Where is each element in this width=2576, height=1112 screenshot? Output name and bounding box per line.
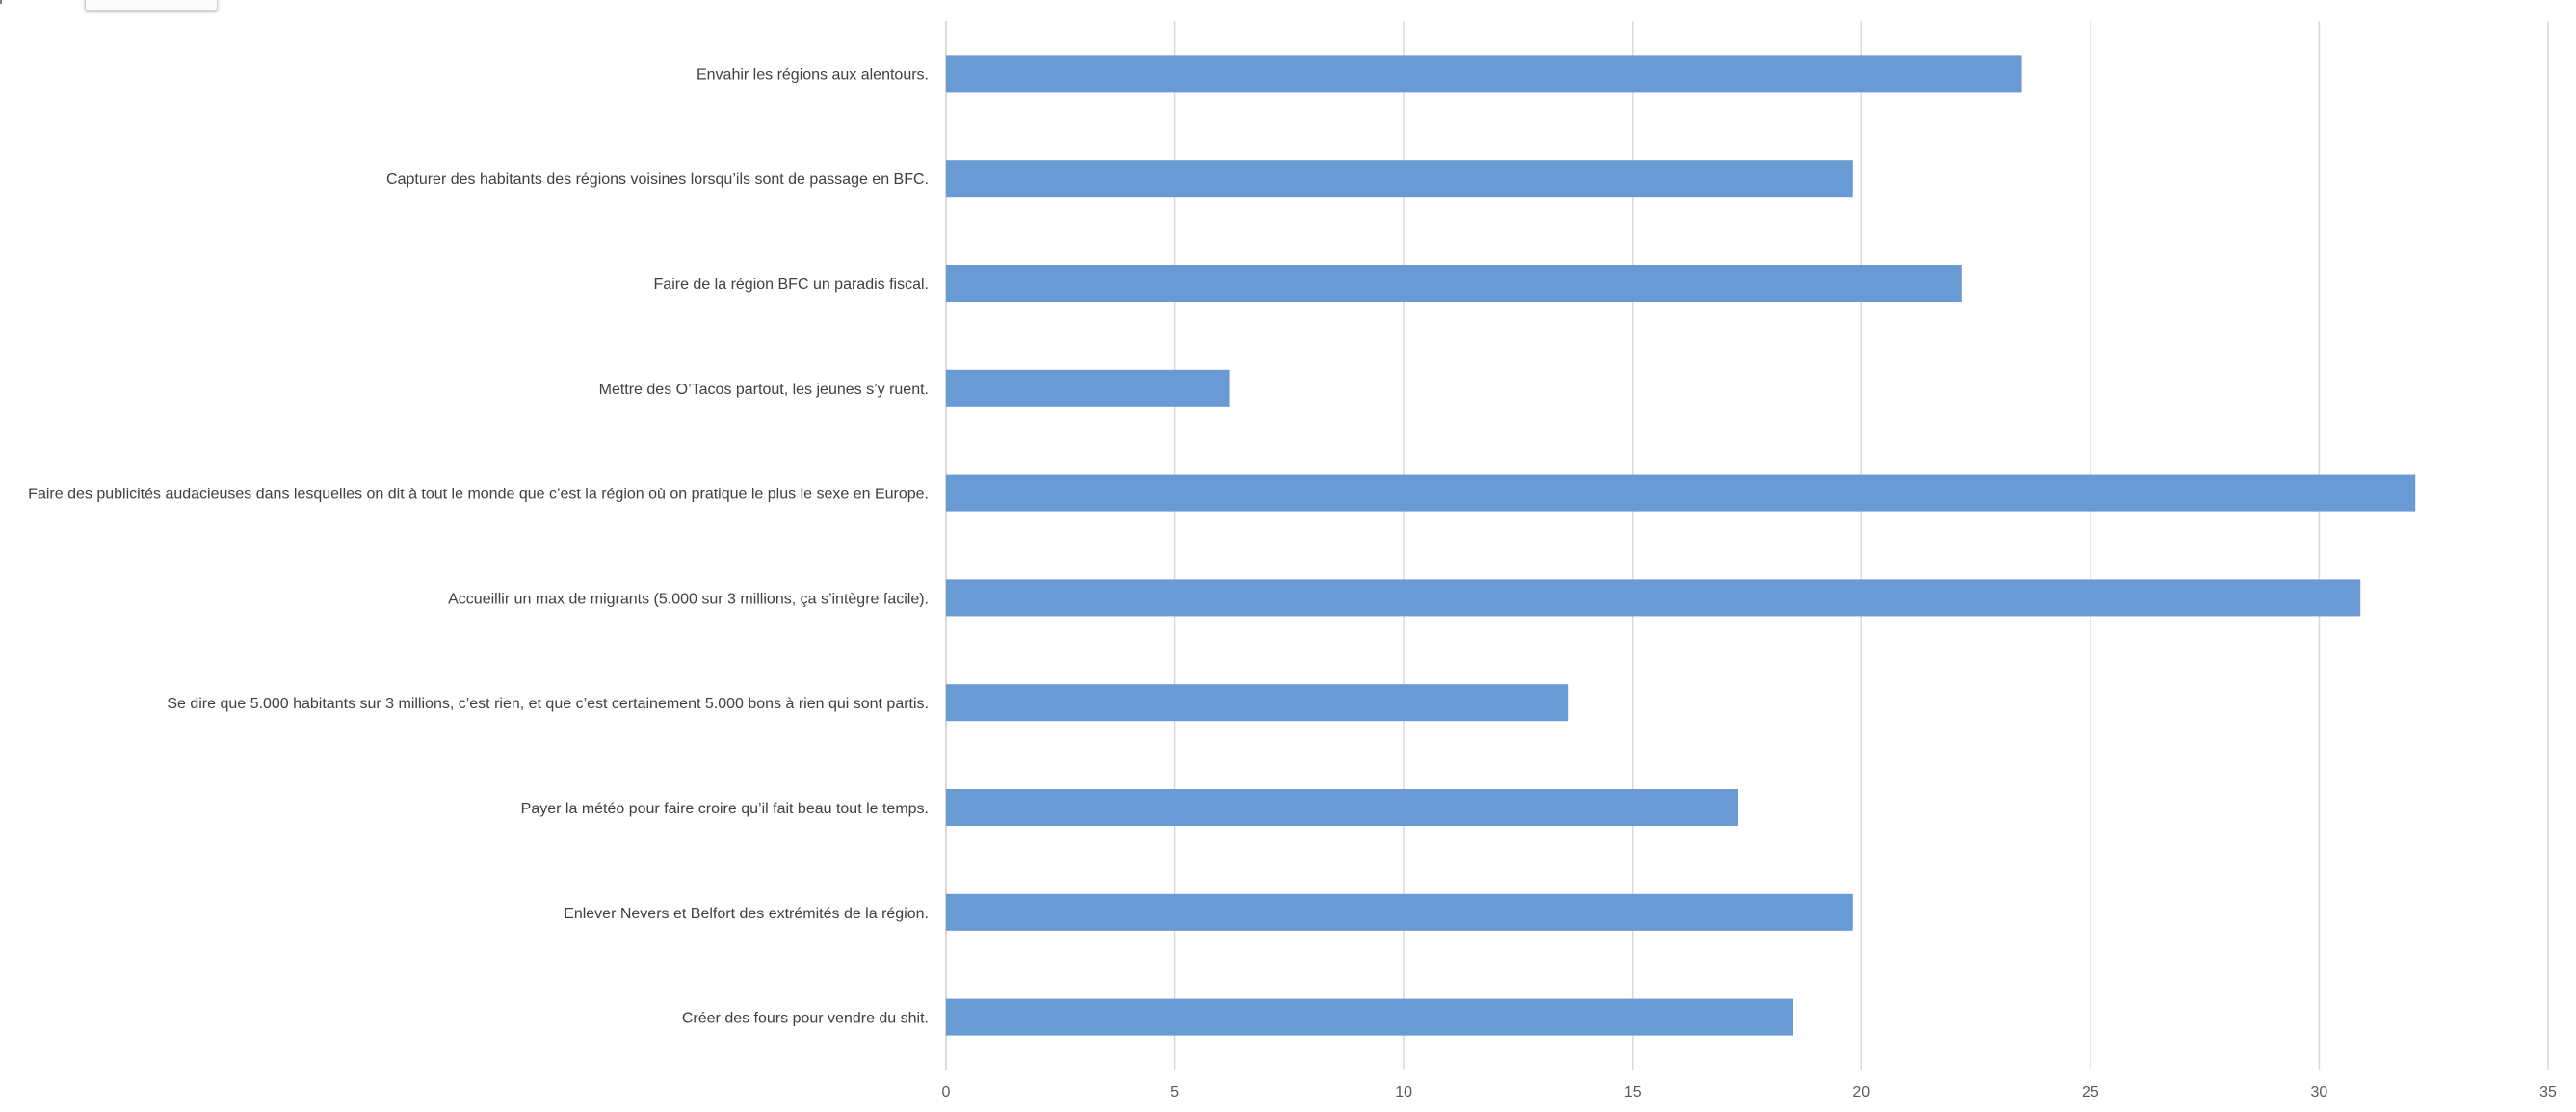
bar [946,998,1794,1036]
bar [946,474,2416,512]
x-tick-label: 25 [2082,1084,2099,1100]
category-label: Créer des fours pour vendre du shit. [682,1011,929,1027]
bar [946,369,1230,407]
category-label: Accueillir un max de migrants (5.000 sur… [448,591,929,607]
x-tick-label: 20 [1853,1084,1870,1100]
corner-marker [0,0,2,4]
bars [946,55,2416,1036]
bar [946,265,1962,302]
x-tick-label: 5 [1170,1084,1179,1100]
x-axis-tick-labels: 0 5 10 15 20 25 30 35 [942,1084,2557,1100]
bar [946,893,1853,931]
category-labels: Envahir les régions aux alentours. Captur… [28,66,929,1026]
x-tick-label: 10 [1395,1084,1412,1100]
category-label: Faire des publicités audacieuses dans le… [28,487,929,503]
x-tick-label: 30 [2311,1084,2328,1100]
floating-panel-edge [85,0,218,11]
category-label: Envahir les régions aux alentours. [697,66,929,83]
bar [946,160,1853,198]
category-label: Mettre des O’Tacos partout, les jeunes s… [599,382,929,398]
x-tick-label: 0 [942,1084,951,1100]
x-tick-label: 15 [1624,1084,1642,1100]
x-tick-label: 35 [2539,1084,2557,1100]
category-label: Capturer des habitants des régions voisi… [386,172,929,188]
bar [946,684,1569,722]
bar [946,579,2361,617]
category-label: Enlever Nevers et Belfort des extrémités… [564,906,929,922]
bar [946,789,1738,826]
category-label: Payer la météo pour faire croire qu’il f… [521,801,929,817]
category-label: Se dire que 5.000 habitants sur 3 millio… [167,696,929,712]
bar [946,55,2022,93]
category-label: Faire de la région BFC un paradis fiscal… [654,277,929,293]
